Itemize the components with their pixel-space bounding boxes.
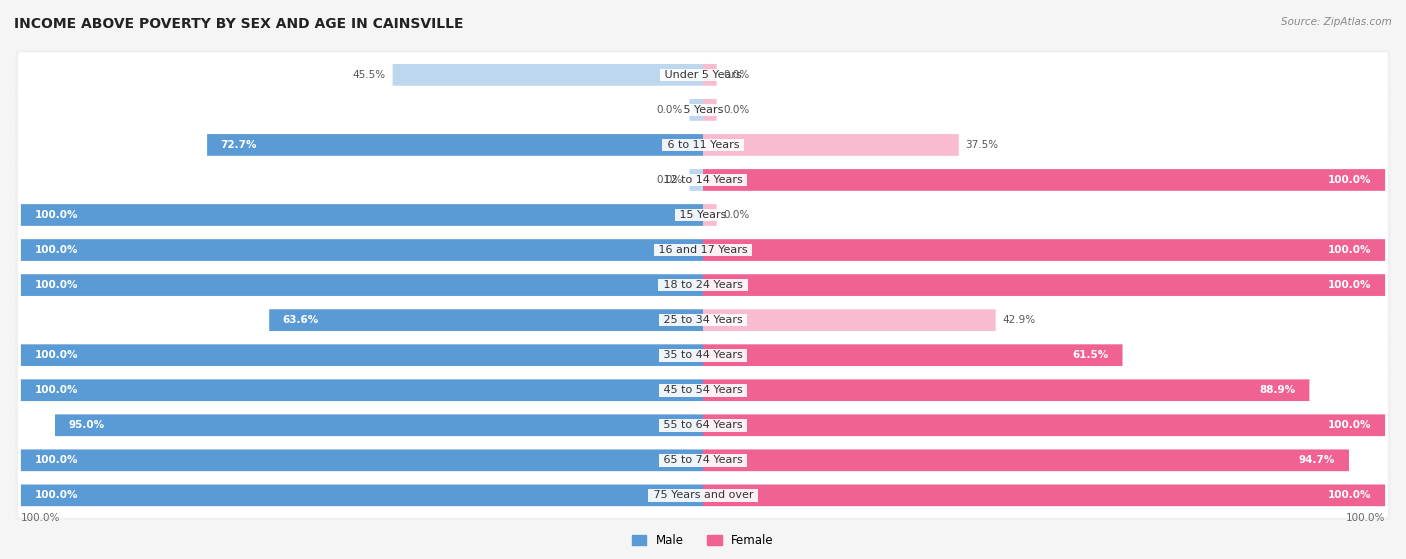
- FancyBboxPatch shape: [703, 204, 717, 226]
- FancyBboxPatch shape: [18, 298, 1388, 343]
- FancyBboxPatch shape: [703, 169, 1385, 191]
- FancyBboxPatch shape: [21, 380, 703, 401]
- Text: Source: ZipAtlas.com: Source: ZipAtlas.com: [1281, 17, 1392, 27]
- FancyBboxPatch shape: [703, 64, 717, 86]
- Text: 16 and 17 Years: 16 and 17 Years: [655, 245, 751, 255]
- FancyBboxPatch shape: [703, 309, 995, 331]
- FancyBboxPatch shape: [703, 134, 959, 156]
- FancyBboxPatch shape: [703, 414, 1385, 436]
- FancyBboxPatch shape: [703, 449, 1348, 471]
- FancyBboxPatch shape: [21, 239, 703, 261]
- FancyBboxPatch shape: [18, 228, 1388, 272]
- Text: 100.0%: 100.0%: [35, 210, 77, 220]
- FancyBboxPatch shape: [18, 438, 1388, 483]
- Text: 100.0%: 100.0%: [35, 245, 77, 255]
- FancyBboxPatch shape: [15, 468, 1391, 523]
- FancyBboxPatch shape: [18, 53, 1388, 97]
- FancyBboxPatch shape: [15, 258, 1391, 312]
- Text: 18 to 24 Years: 18 to 24 Years: [659, 280, 747, 290]
- FancyBboxPatch shape: [15, 293, 1391, 348]
- FancyBboxPatch shape: [18, 87, 1388, 132]
- Text: 94.7%: 94.7%: [1299, 455, 1336, 465]
- FancyBboxPatch shape: [15, 188, 1391, 243]
- Text: 100.0%: 100.0%: [35, 385, 77, 395]
- Text: 0.0%: 0.0%: [724, 210, 749, 220]
- Text: 100.0%: 100.0%: [1329, 490, 1371, 500]
- FancyBboxPatch shape: [15, 153, 1391, 207]
- FancyBboxPatch shape: [21, 449, 703, 471]
- Text: 0.0%: 0.0%: [657, 175, 682, 185]
- Text: 25 to 34 Years: 25 to 34 Years: [659, 315, 747, 325]
- Text: 0.0%: 0.0%: [724, 105, 749, 115]
- FancyBboxPatch shape: [18, 193, 1388, 238]
- Text: 45 to 54 Years: 45 to 54 Years: [659, 385, 747, 395]
- FancyBboxPatch shape: [18, 263, 1388, 307]
- Text: 37.5%: 37.5%: [966, 140, 998, 150]
- FancyBboxPatch shape: [21, 274, 703, 296]
- Text: 100.0%: 100.0%: [1329, 420, 1371, 430]
- FancyBboxPatch shape: [21, 204, 703, 226]
- Text: 0.0%: 0.0%: [724, 70, 749, 80]
- Text: 100.0%: 100.0%: [1329, 245, 1371, 255]
- FancyBboxPatch shape: [689, 169, 703, 191]
- FancyBboxPatch shape: [18, 158, 1388, 202]
- FancyBboxPatch shape: [269, 309, 703, 331]
- Text: 100.0%: 100.0%: [35, 490, 77, 500]
- Text: 45.5%: 45.5%: [353, 70, 385, 80]
- FancyBboxPatch shape: [703, 380, 1309, 401]
- FancyBboxPatch shape: [15, 83, 1391, 137]
- FancyBboxPatch shape: [15, 222, 1391, 277]
- Text: 6 to 11 Years: 6 to 11 Years: [664, 140, 742, 150]
- Text: 95.0%: 95.0%: [69, 420, 105, 430]
- FancyBboxPatch shape: [18, 333, 1388, 377]
- FancyBboxPatch shape: [392, 64, 703, 86]
- FancyBboxPatch shape: [15, 328, 1391, 382]
- Text: 72.7%: 72.7%: [221, 140, 257, 150]
- Text: 5 Years: 5 Years: [679, 105, 727, 115]
- FancyBboxPatch shape: [15, 363, 1391, 418]
- FancyBboxPatch shape: [703, 485, 1385, 506]
- Text: 12 to 14 Years: 12 to 14 Years: [659, 175, 747, 185]
- Text: 100.0%: 100.0%: [1329, 280, 1371, 290]
- Text: 0.0%: 0.0%: [657, 105, 682, 115]
- FancyBboxPatch shape: [18, 368, 1388, 413]
- FancyBboxPatch shape: [703, 344, 1122, 366]
- Text: 100.0%: 100.0%: [1329, 175, 1371, 185]
- FancyBboxPatch shape: [207, 134, 703, 156]
- Text: 55 to 64 Years: 55 to 64 Years: [659, 420, 747, 430]
- FancyBboxPatch shape: [21, 344, 703, 366]
- Text: 100.0%: 100.0%: [35, 280, 77, 290]
- FancyBboxPatch shape: [15, 48, 1391, 102]
- Text: 42.9%: 42.9%: [1002, 315, 1036, 325]
- Text: 100.0%: 100.0%: [21, 513, 60, 523]
- Text: 88.9%: 88.9%: [1260, 385, 1296, 395]
- Legend: Male, Female: Male, Female: [627, 529, 779, 552]
- Text: 100.0%: 100.0%: [35, 455, 77, 465]
- Text: INCOME ABOVE POVERTY BY SEX AND AGE IN CAINSVILLE: INCOME ABOVE POVERTY BY SEX AND AGE IN C…: [14, 17, 464, 31]
- FancyBboxPatch shape: [21, 485, 703, 506]
- FancyBboxPatch shape: [15, 117, 1391, 172]
- Text: 65 to 74 Years: 65 to 74 Years: [659, 455, 747, 465]
- Text: 100.0%: 100.0%: [1346, 513, 1385, 523]
- Text: 15 Years: 15 Years: [676, 210, 730, 220]
- Text: 75 Years and over: 75 Years and over: [650, 490, 756, 500]
- FancyBboxPatch shape: [18, 122, 1388, 167]
- FancyBboxPatch shape: [703, 274, 1385, 296]
- Text: Under 5 Years: Under 5 Years: [661, 70, 745, 80]
- FancyBboxPatch shape: [703, 239, 1385, 261]
- Text: 35 to 44 Years: 35 to 44 Years: [659, 350, 747, 360]
- FancyBboxPatch shape: [703, 99, 717, 121]
- FancyBboxPatch shape: [55, 414, 703, 436]
- FancyBboxPatch shape: [18, 403, 1388, 448]
- FancyBboxPatch shape: [689, 99, 703, 121]
- Text: 100.0%: 100.0%: [35, 350, 77, 360]
- FancyBboxPatch shape: [15, 433, 1391, 487]
- FancyBboxPatch shape: [15, 398, 1391, 453]
- FancyBboxPatch shape: [18, 473, 1388, 518]
- Text: 63.6%: 63.6%: [283, 315, 319, 325]
- Text: 61.5%: 61.5%: [1073, 350, 1109, 360]
